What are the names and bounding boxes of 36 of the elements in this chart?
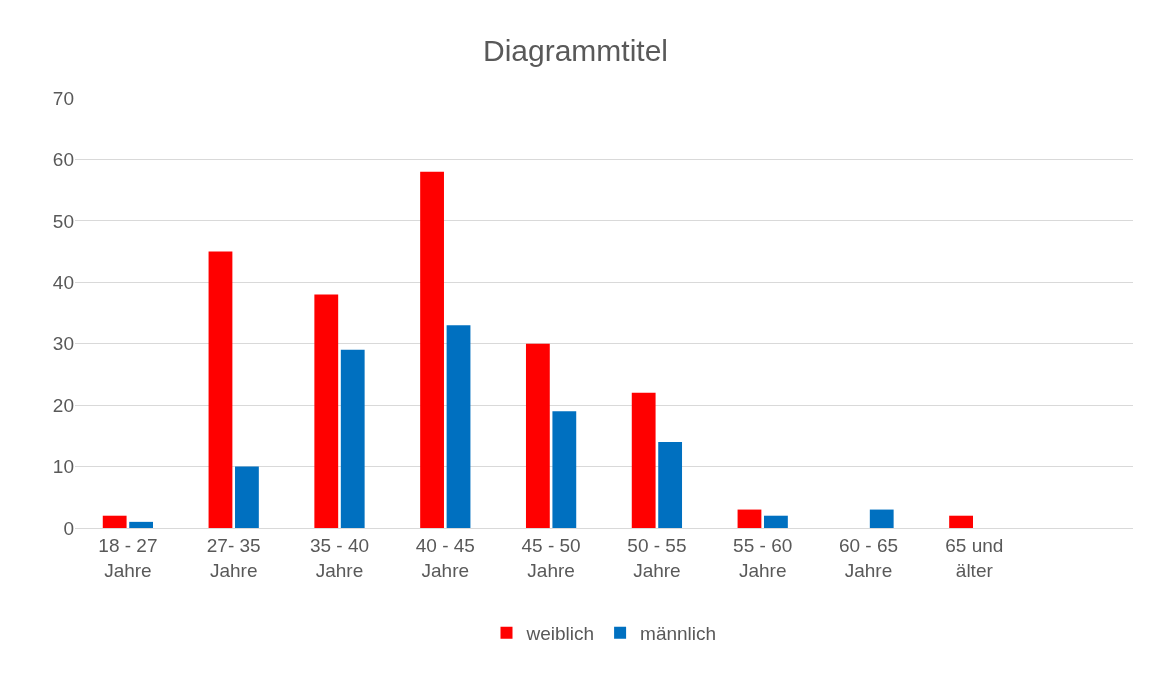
- bar: [208, 251, 233, 528]
- bar: [949, 515, 973, 528]
- legend-label: männlich: [640, 623, 717, 645]
- bar: [102, 515, 127, 528]
- x-tick-label: 35 - 40 Jahre: [309, 534, 370, 581]
- bar: [737, 509, 762, 528]
- bar: [314, 294, 339, 528]
- y-tick-label: 0: [63, 517, 74, 539]
- y-tick-label: 10: [52, 456, 74, 478]
- x-tick-label: 60 - 65 Jahre: [838, 534, 899, 581]
- bar: [869, 509, 894, 528]
- bar: [631, 392, 656, 528]
- bar: [235, 466, 259, 528]
- y-tick-label: 70: [52, 87, 74, 109]
- y-tick-label: 50: [52, 210, 74, 232]
- bar: [525, 343, 550, 528]
- x-tick-label: 50 - 55 Jahre: [627, 534, 687, 581]
- x-tick-label: 65 und älter: [945, 534, 1004, 581]
- x-tick-label: 40 - 45 Jahre: [415, 534, 475, 581]
- bar: [129, 521, 154, 528]
- chart-title: Diagrammtitel: [482, 34, 669, 68]
- x-tick-label: 55 - 60 Jahre: [733, 534, 793, 581]
- bar: [658, 442, 683, 528]
- y-tick-label: 40: [52, 271, 74, 293]
- y-tick-label: 20: [52, 394, 74, 416]
- bar: [446, 325, 471, 528]
- bar: [420, 171, 444, 528]
- x-tick-label: 27- 35 Jahre: [206, 534, 261, 581]
- y-tick-label: 30: [52, 333, 74, 355]
- x-tick-label: 45 - 50 Jahre: [521, 534, 581, 581]
- bar: [552, 411, 577, 528]
- bar: [340, 349, 365, 528]
- x-tick-label: 18 - 27 Jahre: [98, 534, 158, 581]
- bar: [764, 515, 788, 528]
- y-tick-label: 60: [52, 149, 74, 171]
- legend-label: weiblich: [525, 623, 595, 645]
